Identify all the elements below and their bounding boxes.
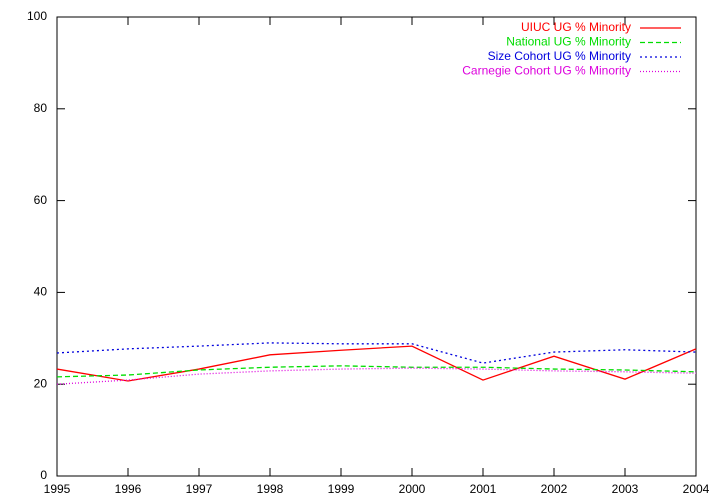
y-tick-label: 40 (34, 285, 48, 299)
x-tick-label: 2003 (612, 482, 639, 496)
x-tick-label: 1998 (257, 482, 284, 496)
x-tick-label: 1996 (115, 482, 142, 496)
series-line (56, 342, 697, 364)
x-tick-label: 2004 (683, 482, 710, 496)
legend-label: Carnegie Cohort UG % Minority (462, 64, 631, 78)
series-line (56, 345, 697, 382)
series-line (56, 365, 697, 378)
legend-label: Size Cohort UG % Minority (488, 49, 631, 63)
plot-frame (56, 16, 697, 477)
y-tick-label: 0 (40, 468, 47, 482)
x-tick-label: 1999 (328, 482, 355, 496)
y-tick-label: 20 (34, 376, 48, 390)
legend-label: National UG % Minority (506, 35, 631, 49)
x-tick-label: 2001 (470, 482, 497, 496)
x-tick-label: 2002 (541, 482, 568, 496)
y-tick-label: 60 (34, 193, 48, 207)
x-tick-label: 1997 (186, 482, 213, 496)
legend-label: UIUC UG % Minority (521, 20, 631, 34)
x-tick-label: 1995 (44, 482, 71, 496)
y-tick-label: 80 (34, 101, 48, 115)
x-tick-label: 2000 (399, 482, 426, 496)
y-tick-label: 100 (27, 9, 47, 23)
